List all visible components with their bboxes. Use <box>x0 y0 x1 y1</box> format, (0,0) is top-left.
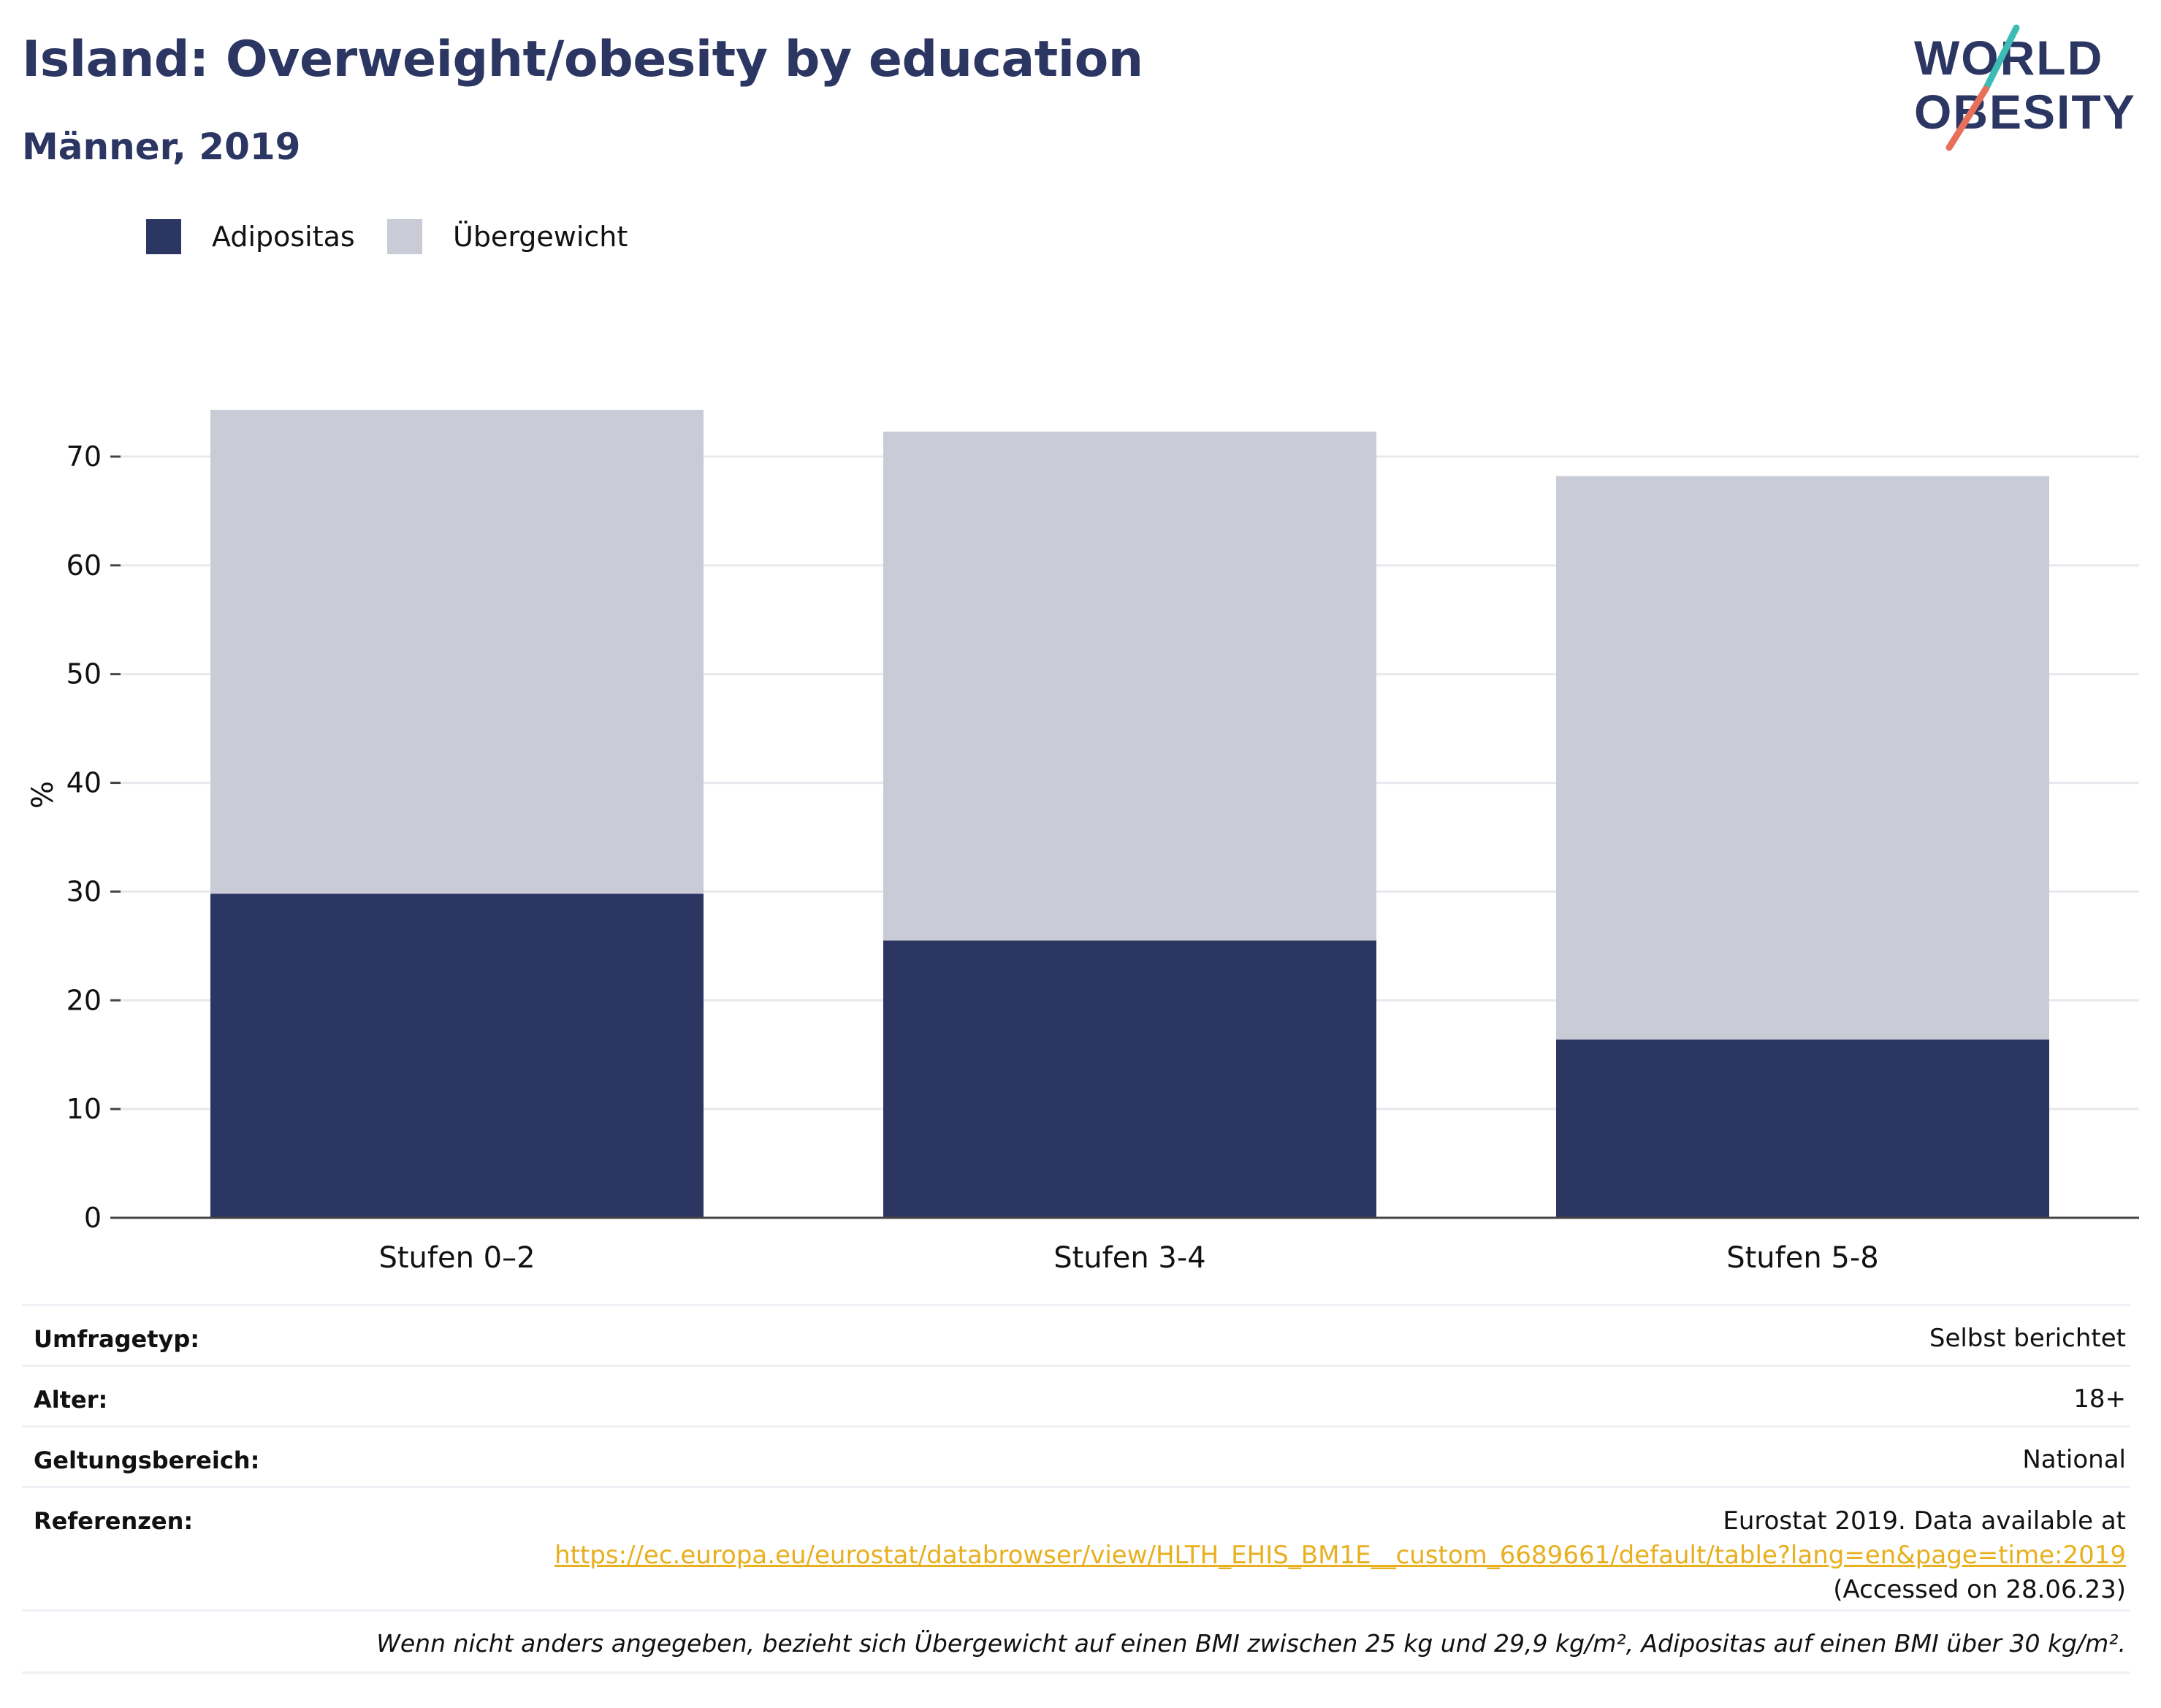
legend-swatch-obesity <box>146 219 181 254</box>
reference-accessed: (Accessed on 28.06.23) <box>1833 1575 2126 1604</box>
info-key-age: Alter: <box>34 1386 108 1414</box>
legend-item-obesity[interactable]: Adipositas <box>146 216 355 257</box>
bar-overweight-1 <box>210 409 704 894</box>
y-tick-label: 50 <box>66 658 102 690</box>
y-tick-label: 20 <box>66 984 102 1016</box>
bar-obesity-1 <box>210 893 704 1218</box>
legend-label-obesity: Adipositas <box>212 221 355 253</box>
info-row-age: Alter: 18+ <box>22 1365 2130 1425</box>
bar-obesity-2 <box>883 940 1376 1218</box>
info-row-references: Referenzen: Eurostat 2019. Data availabl… <box>22 1486 2130 1609</box>
logo-text-obesity: OBESITY <box>1914 85 2136 139</box>
reference-source: Eurostat 2019. Data available at <box>1723 1506 2126 1536</box>
x-tick-label: Stufen 5-8 <box>1726 1241 1879 1275</box>
y-tick-label: 0 <box>84 1202 102 1234</box>
legend-label-overweight: Übergewicht <box>453 221 628 253</box>
legend-item-overweight[interactable]: Übergewicht <box>387 216 628 257</box>
logo-slash-bottom <box>1945 85 1989 151</box>
info-value-scope: National <box>2022 1445 2126 1474</box>
y-tick-label: 30 <box>66 875 102 907</box>
x-tick-label: Stufen 3-4 <box>1053 1241 1206 1275</box>
y-tick-label: 60 <box>66 549 102 582</box>
legend-swatch-overweight <box>387 219 422 254</box>
chart-subtitle: Männer, 2019 <box>22 126 301 168</box>
info-row-scope: Geltungsbereich: National <box>22 1425 2130 1486</box>
info-row-survey-type: Umfragetyp: Selbst berichtet <box>22 1304 2130 1365</box>
info-value-survey-type: Selbst berichtet <box>1929 1324 2126 1353</box>
chart-title: Island: Overweight/obesity by education <box>22 31 1143 88</box>
y-tick-label: 40 <box>66 767 102 799</box>
info-key-survey-type: Umfragetyp: <box>34 1325 200 1353</box>
bar-obesity-3 <box>1556 1039 2049 1218</box>
info-key-scope: Geltungsbereich: <box>34 1446 260 1474</box>
info-value-age: 18+ <box>2073 1384 2126 1414</box>
world-obesity-logo: WORLD OBESITY <box>1914 24 2136 151</box>
info-row-footnote: Wenn nicht anders angegeben, bezieht sic… <box>22 1609 2130 1674</box>
x-tick-label: Stufen 0–2 <box>378 1241 535 1275</box>
info-table: Umfragetyp: Selbst berichtet Alter: 18+ … <box>22 1304 2130 1674</box>
y-tick-label: 70 <box>66 441 102 473</box>
y-axis-label: % <box>26 781 60 809</box>
footnote: Wenn nicht anders angegeben, bezieht sic… <box>376 1629 2126 1658</box>
info-key-references: Referenzen: <box>34 1507 194 1535</box>
logo-slash-top <box>1982 24 2020 93</box>
reference-link[interactable]: https://ec.europa.eu/eurostat/databrowse… <box>554 1541 2126 1570</box>
bar-chart: 0 10 20 30 40 50 60 70% Stufen 0–2 Stufen 3-4 Stuf… <box>26 409 2139 1275</box>
bar-overweight-2 <box>883 431 1376 941</box>
bar-overweight-3 <box>1556 476 2049 1040</box>
y-tick-label: 10 <box>66 1093 102 1125</box>
